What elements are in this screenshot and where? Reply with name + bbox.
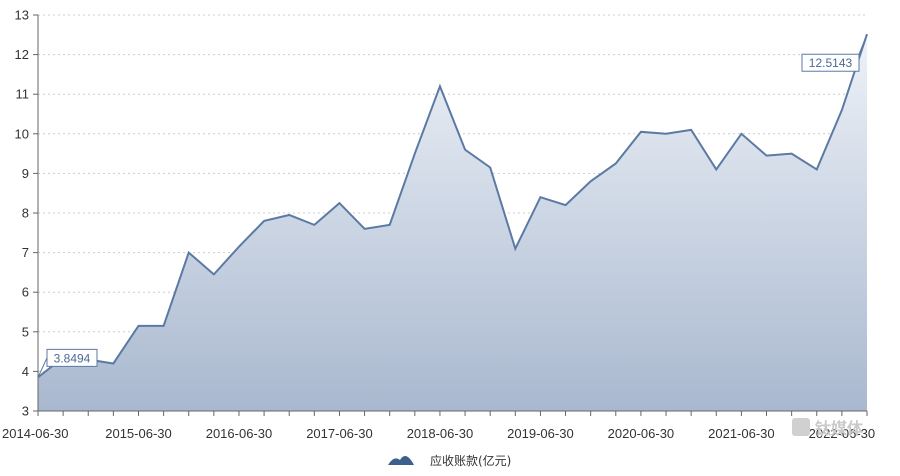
y-tick-label: 13 [15,8,29,23]
data-label-leader [37,357,48,378]
y-tick-label: 7 [22,245,29,260]
y-tick-label: 4 [22,364,29,379]
data-label: 3.8494 [54,351,91,365]
y-tick-label: 6 [22,285,29,300]
x-tick-label: 2015-06-30 [105,426,172,441]
y-tick-label: 9 [22,166,29,181]
y-tick-label: 8 [22,206,29,221]
data-labels: 3.8494 12.5143 [37,34,868,378]
data-label-box [46,348,98,367]
data-label-leader [858,34,868,55]
legend-area-icon [388,456,414,465]
y-tick-label: 11 [16,87,30,102]
watermark-text: 钛媒体 [815,419,864,438]
series-line [37,33,868,379]
watermark-logo-icon [792,418,810,436]
y-tick-label: 5 [22,324,29,339]
area-fill [38,34,867,411]
y-tick-label: 3 [22,404,29,419]
x-tick-label: 2019-06-30 [507,426,574,441]
x-axis-ticks: 2014-06-30 2015-06-30 2016-06-30 2017-06-30… [2,411,875,441]
legend[interactable]: 应收账款(亿元) [388,453,511,468]
y-tick-label: 10 [15,126,29,141]
x-tick-label: 2017-06-30 [306,426,373,441]
data-label: 12.5143 [809,56,853,70]
legend-label: 应收账款(亿元) [430,453,511,468]
x-tick-label: 2016-06-30 [206,426,273,441]
y-tick-label: 12 [15,47,29,62]
x-tick-label: 2020-06-30 [608,426,675,441]
x-tick-label: 2022-06-30 [809,426,876,441]
x-tick-label: 2021-06-30 [708,426,775,441]
x-tick-label: 2014-06-30 [2,426,69,441]
y-axis-ticks: 3 4 5 6 7 8 9 10 11 12 13 [15,8,38,419]
watermark: 钛媒体 [792,418,864,438]
data-label-box [801,53,860,72]
x-tick-label: 2018-06-30 [407,426,474,441]
